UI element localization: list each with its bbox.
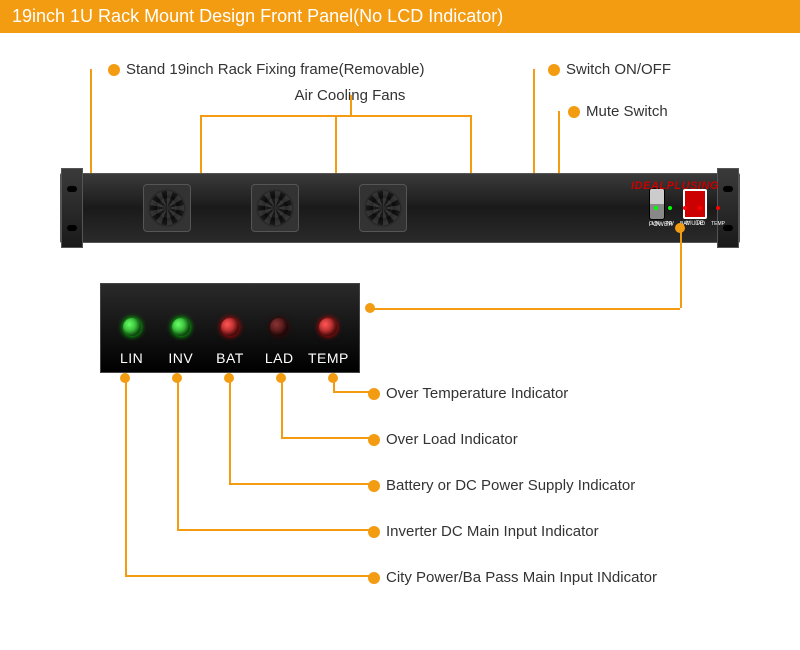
callout-lad: Over Load Indicator	[368, 431, 518, 448]
bullet-icon	[108, 64, 120, 76]
leader-line	[370, 308, 680, 310]
leader-line	[680, 228, 682, 308]
led-temp: TEMP	[304, 318, 353, 366]
callout-mute: Mute Switch	[568, 103, 668, 120]
leader-line	[229, 378, 231, 483]
bullet-icon	[368, 480, 380, 492]
led-label: LAD	[255, 350, 304, 366]
led-closeup-panel: LIN INV BAT LAD TEMP	[100, 283, 360, 373]
bullet-icon	[368, 526, 380, 538]
leader-line	[90, 69, 92, 189]
leader-line	[350, 95, 352, 115]
callout-text: Inverter DC Main Input Indicator	[386, 523, 599, 540]
bullet-icon	[568, 106, 580, 118]
leader-line	[229, 483, 371, 485]
led-label: BAT	[205, 350, 254, 366]
led-indicator	[270, 318, 288, 336]
callout-text: City Power/Ba Pass Main Input INdicator	[386, 569, 657, 586]
bullet-icon	[368, 434, 380, 446]
leader-line	[333, 378, 335, 391]
led-label: TEMP	[304, 350, 353, 366]
fan-icon	[251, 184, 299, 232]
mount-hole	[723, 186, 733, 192]
title-bar: 19inch 1U Rack Mount Design Front Panel(…	[0, 0, 800, 33]
leader-line	[125, 378, 127, 575]
mount-hole	[67, 225, 77, 231]
led-lad: LAD	[255, 318, 304, 366]
brand-logo: IDEALPLUSING	[631, 180, 719, 192]
callout-lin: City Power/Ba Pass Main Input INdicator	[368, 569, 657, 586]
callout-frame: Stand 19inch Rack Fixing frame(Removable…	[108, 61, 424, 78]
leader-line	[177, 378, 179, 529]
led-inv: INV	[156, 318, 205, 366]
callout-text: Stand 19inch Rack Fixing frame(Removable…	[126, 61, 424, 78]
led-lin: LIN	[107, 318, 156, 366]
bullet-icon	[368, 388, 380, 400]
anchor-dot	[675, 223, 685, 233]
callout-text: Over Temperature Indicator	[386, 385, 568, 402]
leader-line	[177, 529, 371, 531]
callout-text: Battery or DC Power Supply Indicator	[386, 477, 635, 494]
bullet-icon	[368, 572, 380, 584]
led-indicator	[221, 318, 239, 336]
fan-icon	[143, 184, 191, 232]
led-indicator	[123, 318, 141, 336]
callout-text: Over Load Indicator	[386, 431, 518, 448]
leader-line	[333, 391, 371, 393]
callout-temp: Over Temperature Indicator	[368, 385, 568, 402]
led-label: LIN	[107, 350, 156, 366]
mount-hole	[67, 186, 77, 192]
rack-device: POWER MUTE IDEALPLUSING LIN INV BAT LAD …	[60, 173, 740, 243]
page-title: 19inch 1U Rack Mount Design Front Panel(…	[12, 6, 503, 26]
bullet-icon	[548, 64, 560, 76]
led-indicator	[172, 318, 190, 336]
leader-line	[125, 575, 371, 577]
rack-ear-left	[61, 168, 83, 248]
diagram-area: Stand 19inch Rack Fixing frame(Removable…	[0, 33, 800, 643]
callout-bat: Battery or DC Power Supply Indicator	[368, 477, 635, 494]
fan-area	[83, 184, 649, 232]
anchor-dot	[365, 303, 375, 313]
callout-switch: Switch ON/OFF	[548, 61, 671, 78]
led-bat: BAT	[205, 318, 254, 366]
leader-line	[281, 437, 371, 439]
callout-text: Mute Switch	[586, 103, 668, 120]
callout-inv: Inverter DC Main Input Indicator	[368, 523, 599, 540]
mini-led-strip: LIN INV BAT LAD TEMP	[652, 206, 725, 230]
led-label: INV	[156, 350, 205, 366]
callout-text: Switch ON/OFF	[566, 61, 671, 78]
fan-icon	[359, 184, 407, 232]
leader-line	[281, 378, 283, 437]
led-indicator	[319, 318, 337, 336]
